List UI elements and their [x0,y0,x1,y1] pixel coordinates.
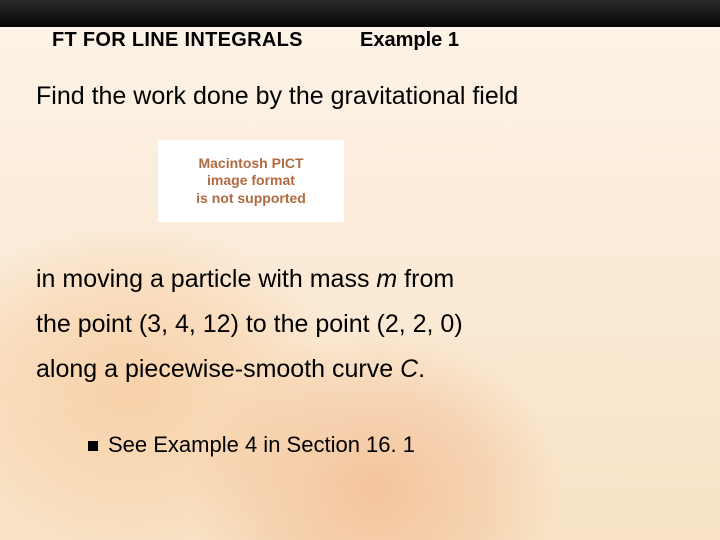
mass-variable: m [376,265,397,293]
body-line-4-post: . [418,355,425,383]
slide: FT FOR LINE INTEGRALS Example 1 Find the… [0,0,720,540]
pict-line-1: Macintosh PICT [198,155,303,173]
example-label: Example 1 [360,29,459,52]
bullet-text: See Example 4 in Section 16. 1 [108,432,415,458]
body-line-2-pre: in moving a particle with mass [36,265,376,293]
curve-variable: C [400,355,418,383]
pict-line-3: is not supported [196,190,306,208]
top-bar [0,0,720,27]
section-title: FT FOR LINE INTEGRALS [52,29,303,52]
pict-unsupported-box: Macintosh PICT image format is not suppo… [158,140,344,222]
body-line-3: the point (3, 4, 12) to the point (2, 2,… [36,310,463,339]
body-line-2: in moving a particle with mass m from [36,265,454,294]
pict-line-2: image format [207,172,295,190]
bullet-square-icon [88,441,98,451]
body-line-4-pre: along a piecewise-smooth curve [36,355,400,383]
bullet-row: See Example 4 in Section 16. 1 [88,432,415,458]
body-line-1: Find the work done by the gravitational … [36,82,518,111]
body-line-4: along a piecewise-smooth curve C. [36,355,425,384]
body-line-2-post: from [397,265,454,293]
